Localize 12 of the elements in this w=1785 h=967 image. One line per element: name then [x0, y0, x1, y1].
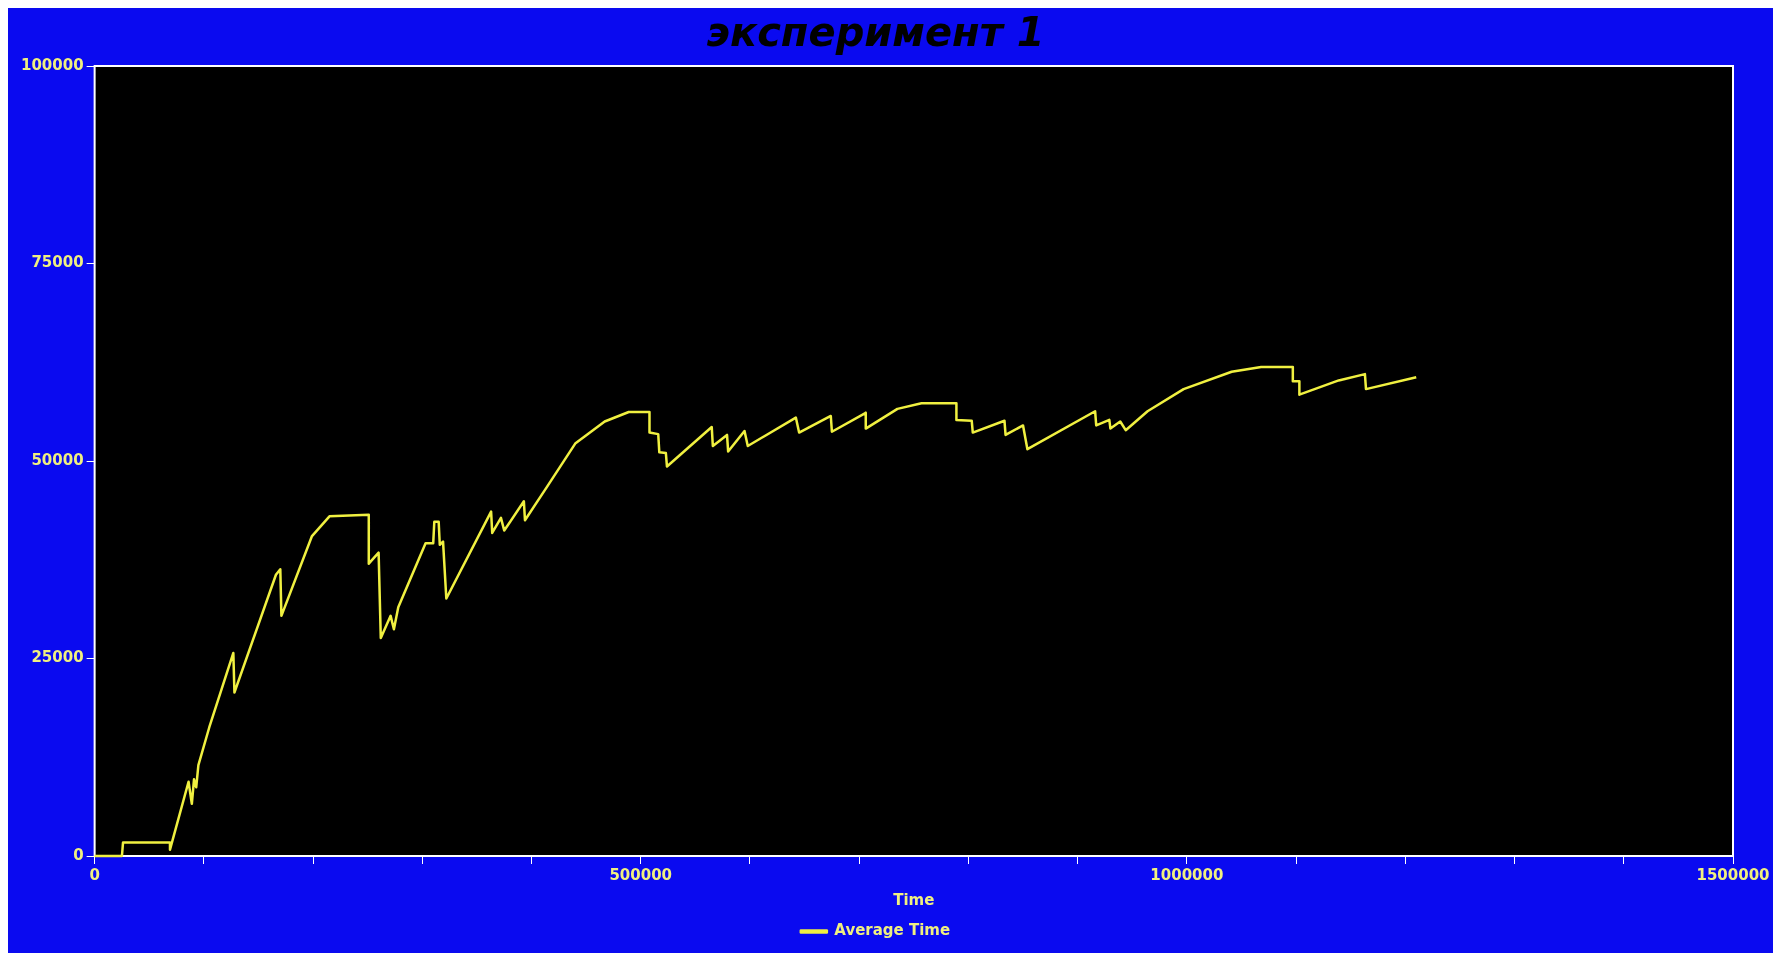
x-tick-label: 1000000	[1150, 865, 1224, 884]
y-tick-label: 100000	[21, 55, 84, 74]
y-tick-label: 25000	[31, 648, 84, 667]
legend-label: Average Time	[834, 921, 951, 940]
x-tick-label: 1500000	[1696, 865, 1770, 884]
y-tick-label: 75000	[31, 253, 84, 272]
x-axis-title: Time	[893, 890, 935, 909]
y-tick-label: 0	[73, 845, 84, 864]
x-tick-label: 0	[89, 865, 100, 884]
x-tick-label: 500000	[609, 865, 673, 884]
chart-title: эксперимент 1	[706, 9, 1045, 56]
y-tick-label: 50000	[31, 450, 84, 469]
